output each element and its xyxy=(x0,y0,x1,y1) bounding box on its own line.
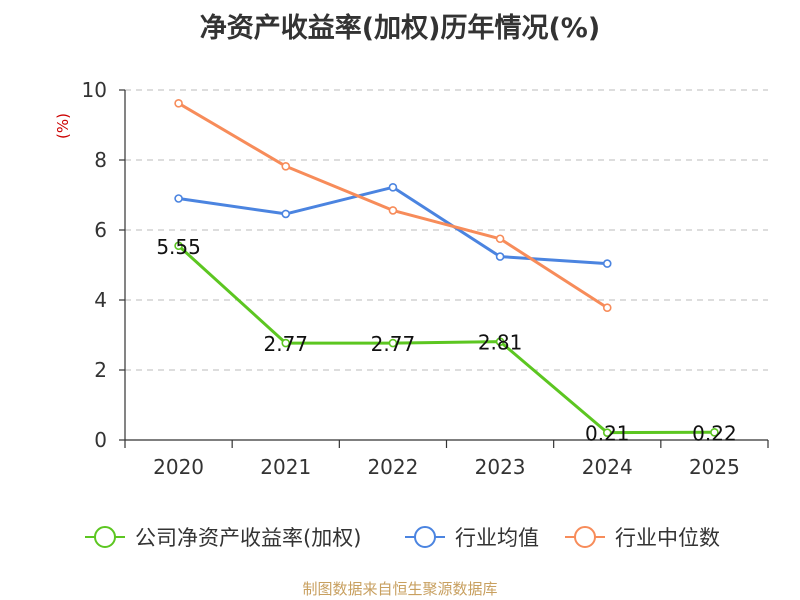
legend-item: 行业均值 xyxy=(405,526,539,550)
y-tick-label: 4 xyxy=(94,288,107,312)
source-note: 制图数据来自恒生聚源数据库 xyxy=(302,580,498,598)
data-point xyxy=(281,162,291,171)
data-point xyxy=(495,337,505,346)
y-tick-label: 6 xyxy=(94,218,107,242)
data-label: 0.21 xyxy=(585,422,630,446)
y-tick-label: 0 xyxy=(94,428,107,452)
legend-item: 公司净资产收益率(加权) xyxy=(85,526,361,550)
series-line xyxy=(177,101,609,310)
data-point xyxy=(602,303,612,313)
chart-title: 净资产收益率(加权)历年情况(%) xyxy=(199,13,601,44)
series-line xyxy=(177,244,716,435)
data-point xyxy=(388,183,398,192)
data-point xyxy=(388,338,398,348)
x-tick-label: 2024 xyxy=(582,455,633,479)
data-label: 2.77 xyxy=(371,332,416,356)
legend-swatch-marker xyxy=(94,526,116,548)
axis-layer: 0 2 4 6 8 10 (%) 2020 2021 2022 2023 2024 2025 xyxy=(54,78,769,479)
data-point xyxy=(602,428,612,437)
legend-swatch-marker xyxy=(414,526,436,548)
data-point xyxy=(495,234,505,244)
data-point xyxy=(281,209,291,219)
grid-layer xyxy=(125,89,768,371)
data-point xyxy=(174,194,183,203)
data-label: 0.22 xyxy=(692,421,737,445)
x-tick-label: 2021 xyxy=(260,455,311,479)
x-tick-label: 2023 xyxy=(475,455,526,479)
legend-swatch-marker xyxy=(574,526,596,548)
series-layer xyxy=(174,99,719,437)
data-point xyxy=(174,99,183,108)
data-point xyxy=(281,338,291,348)
x-tick-label: 2022 xyxy=(367,455,418,479)
y-tick-label: 2 xyxy=(94,358,107,382)
y-tick-label: 8 xyxy=(94,148,107,172)
x-tick-label: 2025 xyxy=(689,455,740,479)
data-label: 2.81 xyxy=(478,331,523,355)
x-tick-label: 2020 xyxy=(153,455,204,479)
series-line xyxy=(177,185,609,266)
data-point xyxy=(495,252,505,261)
data-label: 5.55 xyxy=(156,235,201,259)
data-point xyxy=(710,427,719,437)
legend-label: 行业中位数 xyxy=(615,526,720,550)
legend-label: 公司净资产收益率(加权) xyxy=(135,526,361,550)
data-point xyxy=(602,259,612,268)
data-point xyxy=(388,206,398,215)
data-point xyxy=(174,241,183,251)
y-axis-label: (%) xyxy=(54,113,72,139)
legend-label: 行业均值 xyxy=(455,526,539,550)
data-label: 2.77 xyxy=(263,332,308,356)
legend-item: 行业中位数 xyxy=(565,526,720,550)
legend: 公司净资产收益率(加权) 行业均值 行业中位数 xyxy=(85,526,720,550)
y-tick-label: 10 xyxy=(82,78,107,102)
data-label-layer: 5.55 2.77 2.77 2.81 0.21 0.22 xyxy=(156,235,736,446)
